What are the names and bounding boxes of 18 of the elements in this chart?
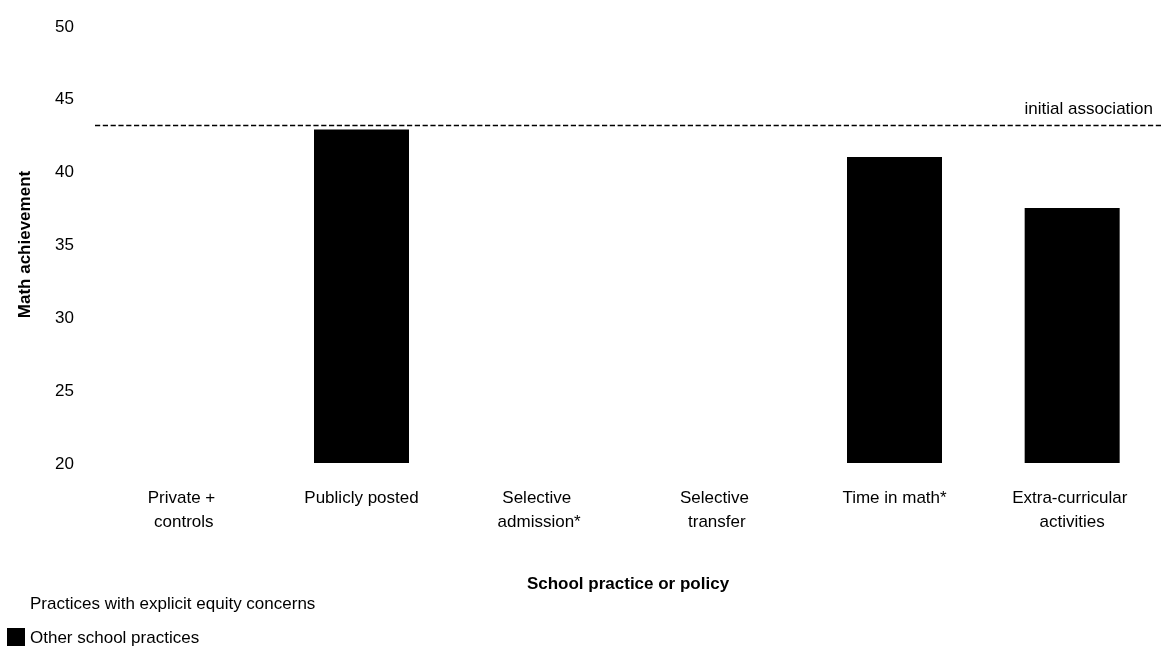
x-tick-label: Private + controls bbox=[147, 487, 220, 531]
x-axis-title: School practice or policy bbox=[526, 574, 730, 593]
y-tick-label: 45 bbox=[55, 89, 74, 109]
x-tick-label: Selective transfer bbox=[679, 487, 754, 531]
legend-label: Other school practices bbox=[30, 627, 200, 647]
text: Practices with explicit equity concerns bbox=[30, 593, 316, 613]
y-tick-label: 25 bbox=[55, 380, 74, 400]
y-tick-label: 30 bbox=[55, 307, 74, 327]
x-tick-label: Publicly posted bbox=[304, 487, 419, 507]
x-tick-label: Selective admission* bbox=[497, 487, 582, 531]
x-tick-label: Extra-curricular activities bbox=[1012, 487, 1133, 531]
y-tick-label: 20 bbox=[55, 453, 74, 473]
y-tick-label: 40 bbox=[55, 162, 74, 182]
ref-line-label: initial association bbox=[1024, 99, 1153, 119]
y-tick-label: 35 bbox=[55, 235, 74, 254]
y-tick-label: 50 bbox=[55, 16, 74, 36]
x-tick-label: Time in math* bbox=[842, 487, 947, 507]
y-axis-title: Math achievement bbox=[15, 170, 34, 319]
